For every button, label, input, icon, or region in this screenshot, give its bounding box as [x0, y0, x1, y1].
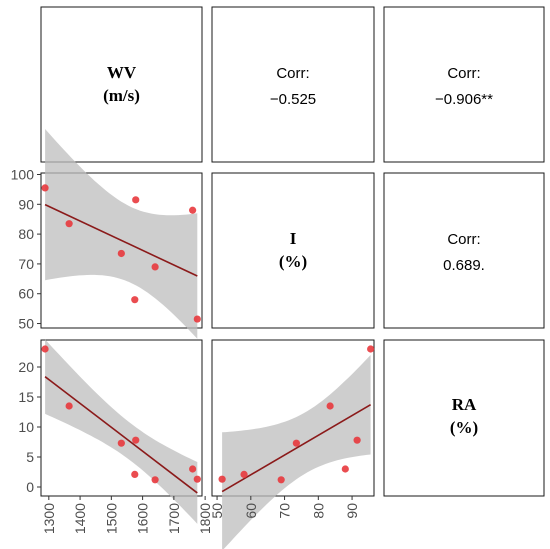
corr-title-i-ra: Corr: — [447, 231, 480, 248]
y-tick-label-ra: 15 — [18, 389, 34, 405]
fit-line-ra-vs-i — [221, 404, 372, 493]
x-tick-label-i: 90 — [344, 503, 360, 519]
data-point-i-vs-wv — [131, 296, 139, 304]
data-point-ra-vs-wv — [132, 436, 140, 444]
var-label-ra-unit: (%) — [450, 418, 478, 437]
data-point-ra-vs-wv — [41, 345, 49, 353]
var-label-i-name: I — [290, 229, 297, 248]
data-point-i-vs-wv — [132, 196, 140, 204]
panel-ra-label — [383, 339, 545, 497]
panel-corr-wv-i — [211, 6, 375, 163]
scatter-ra-vs-i — [218, 345, 375, 549]
y-tick-label-i: 80 — [18, 226, 34, 242]
data-point-i-vs-wv — [41, 184, 49, 192]
data-point-i-vs-wv — [193, 315, 201, 323]
y-tick-label-i: 100 — [11, 166, 35, 182]
y-tick-label-i: 70 — [18, 256, 34, 272]
panel-corr-i-ra — [383, 172, 545, 329]
data-point-ra-vs-i — [240, 470, 248, 478]
data-point-ra-vs-i — [341, 465, 349, 473]
x-tick-label-wv: 1300 — [41, 503, 57, 534]
x-tick-label-wv: 1600 — [135, 503, 151, 534]
var-label-i-unit: (%) — [279, 252, 307, 271]
confidence-band-ra-vs-wv — [45, 339, 198, 524]
data-point-ra-vs-i — [353, 436, 361, 444]
confidence-band-i-vs-wv — [45, 129, 198, 339]
corr-title-wv-ra: Corr: — [447, 65, 480, 82]
y-tick-label-ra: 20 — [18, 359, 34, 375]
x-tick-label-wv: 1500 — [103, 503, 119, 534]
panel-i-label — [211, 172, 375, 329]
data-point-ra-vs-wv — [65, 402, 73, 410]
panel-corr-wv-ra — [383, 6, 545, 163]
data-point-ra-vs-wv — [151, 476, 159, 484]
x-tick-label-i: 50 — [209, 503, 225, 519]
x-tick-label-wv: 1800 — [197, 503, 213, 534]
y-axis-ra: 0 5 10 15 20 — [18, 359, 41, 495]
data-point-i-vs-wv — [65, 220, 73, 228]
y-tick-label-i: 60 — [18, 286, 34, 302]
confidence-band-ra-vs-i — [222, 355, 371, 549]
y-tick-label-ra: 0 — [26, 479, 34, 495]
y-tick-label-i: 90 — [18, 196, 34, 212]
corr-value-wv-ra: −0.906** — [435, 91, 493, 108]
x-tick-label-wv: 1700 — [166, 503, 182, 534]
data-point-ra-vs-i — [326, 402, 334, 410]
fit-line-ra-vs-wv — [44, 376, 198, 494]
x-tick-label-i: 60 — [243, 503, 259, 519]
data-point-ra-vs-wv — [189, 465, 197, 473]
data-point-ra-vs-i — [367, 345, 375, 353]
var-label-ra-name: RA — [452, 395, 477, 414]
y-tick-label-i: 50 — [18, 316, 34, 332]
var-label-wv-name: WV — [107, 63, 137, 82]
data-point-ra-vs-i — [292, 439, 300, 447]
data-point-ra-vs-wv — [131, 470, 139, 478]
var-label-wv-unit: (m/s) — [103, 86, 140, 105]
corr-value-i-ra: 0.689. — [443, 257, 485, 274]
x-tick-label-i: 80 — [310, 503, 326, 519]
data-point-i-vs-wv — [151, 263, 159, 271]
panel-wv-label — [40, 6, 203, 163]
x-axis-i: 50 60 70 80 90 — [209, 496, 360, 519]
corr-value-wv-i: −0.525 — [270, 91, 316, 108]
scatter-i-vs-wv — [41, 129, 201, 339]
data-point-ra-vs-wv — [193, 475, 201, 483]
data-point-ra-vs-wv — [117, 439, 125, 447]
x-tick-label-i: 70 — [277, 503, 293, 519]
corr-title-wv-i: Corr: — [276, 65, 309, 82]
data-point-i-vs-wv — [117, 249, 125, 258]
scatter-ra-vs-wv — [41, 339, 201, 524]
x-axis-wv: 1300 1400 1500 1600 1700 1800 — [41, 496, 213, 534]
fit-line-i-vs-wv — [44, 203, 198, 277]
data-point-ra-vs-i — [218, 475, 226, 483]
x-tick-label-wv: 1400 — [72, 503, 88, 534]
y-axis-i: 50 60 70 80 90 100 — [11, 166, 41, 332]
data-point-i-vs-wv — [189, 206, 197, 214]
y-tick-label-ra: 5 — [26, 449, 34, 465]
data-point-ra-vs-i — [277, 476, 285, 484]
y-tick-label-ra: 10 — [18, 419, 34, 435]
